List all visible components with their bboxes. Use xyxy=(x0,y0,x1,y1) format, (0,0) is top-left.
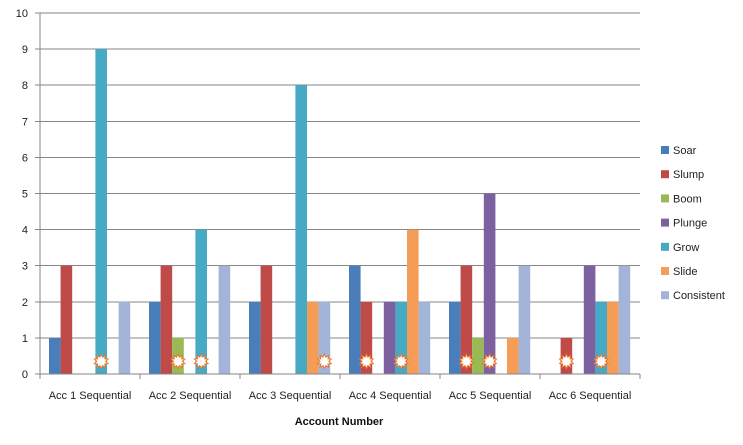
burst-marker xyxy=(393,352,410,370)
bar-consistent-1 xyxy=(118,301,131,374)
bar-grow-2 xyxy=(195,229,207,374)
y-tick-label: 0 xyxy=(22,369,28,381)
burst-marker xyxy=(358,352,375,370)
legend-swatch-slide xyxy=(661,267,669,275)
x-tick-label: Acc 6 Sequential xyxy=(549,390,632,402)
x-tick-label: Acc 5 Sequential xyxy=(449,390,532,402)
bar-soar-1 xyxy=(49,337,61,374)
y-tick-label: 4 xyxy=(22,225,28,237)
x-tick-labels: Acc 1 Sequential Acc 2 Sequential Acc 3 Se… xyxy=(49,390,632,402)
x-tick-label: Acc 1 Sequential xyxy=(49,390,132,402)
bar-consistent-5 xyxy=(518,265,531,374)
burst-marker xyxy=(558,352,575,370)
legend-swatch-boom xyxy=(661,194,669,203)
bar-soar-5 xyxy=(449,301,461,374)
bar-slide-5 xyxy=(507,337,519,374)
bar-consistent-3 xyxy=(318,301,331,374)
y-tick-label: 6 xyxy=(22,152,28,164)
bar-grow-6 xyxy=(595,301,607,374)
legend-label-boom: Boom xyxy=(673,193,702,205)
burst-marker xyxy=(93,352,110,370)
y-tick-label: 5 xyxy=(22,189,28,201)
bar-soar-4 xyxy=(349,265,361,374)
bar-plunge-6 xyxy=(583,265,596,374)
bars xyxy=(49,49,631,374)
legend-label-soar: Soar xyxy=(673,145,697,157)
x-tick-label: Acc 3 Sequential xyxy=(249,390,332,402)
y-tick-label: 7 xyxy=(22,116,28,128)
x-tick-label: Acc 4 Sequential xyxy=(349,390,432,402)
bar-slide-4 xyxy=(407,229,419,374)
burst-marker xyxy=(593,352,610,370)
legend-swatch-consistent xyxy=(661,291,669,300)
y-tick-label: 9 xyxy=(22,44,28,56)
legend-swatch-grow xyxy=(661,242,669,251)
y-tick-label: 3 xyxy=(22,261,28,273)
axes xyxy=(35,12,641,379)
gridlines xyxy=(40,12,640,339)
y-tick-labels: 0 1 2 3 4 5 6 7 8 9 10 xyxy=(16,8,28,381)
bar-grow-3 xyxy=(295,85,307,374)
bar-soar-3 xyxy=(249,301,261,374)
legend-label-consistent: Consistent xyxy=(673,290,725,302)
bar-grow-1 xyxy=(95,49,107,374)
burst-marker xyxy=(169,352,187,370)
legend-label-slump: Slump xyxy=(673,169,704,181)
bar-consistent-6 xyxy=(618,265,631,374)
legend-swatch-slump xyxy=(661,170,669,179)
burst-marker xyxy=(193,352,210,370)
bar-slide-6 xyxy=(607,301,619,374)
y-tick-label: 2 xyxy=(22,297,28,309)
bar-slump-4 xyxy=(360,301,373,374)
bar-plunge-5 xyxy=(483,193,496,374)
bar-slide-3 xyxy=(307,301,319,374)
legend: Soar Slump Boom Plunge Grow Slide Consistent xyxy=(661,145,725,302)
bar-slump-5 xyxy=(460,265,473,374)
bar-consistent-2 xyxy=(218,265,231,374)
legend-swatch-plunge xyxy=(661,218,669,227)
x-axis-title: Account Number xyxy=(295,416,384,428)
x-tick-label: Acc 2 Sequential xyxy=(149,390,232,402)
burst-markers xyxy=(93,352,610,370)
legend-label-grow: Grow xyxy=(673,242,699,254)
bar-consistent-4 xyxy=(418,301,431,374)
burst-marker xyxy=(458,352,475,370)
legend-label-plunge: Plunge xyxy=(673,218,707,230)
legend-swatch-soar xyxy=(661,146,669,154)
burst-marker xyxy=(481,352,498,370)
y-tick-label: 10 xyxy=(16,8,28,20)
legend-label-slide: Slide xyxy=(673,266,697,278)
bar-plunge-4 xyxy=(383,301,396,374)
bar-boom-5 xyxy=(472,337,484,374)
y-tick-label: 8 xyxy=(22,80,28,92)
bar-soar-2 xyxy=(149,301,161,374)
bar-grow-4 xyxy=(395,301,407,374)
bar-slump-3 xyxy=(260,265,273,374)
burst-marker xyxy=(316,352,333,370)
y-tick-label: 1 xyxy=(22,333,28,345)
bar-slump-2 xyxy=(160,265,173,374)
bar-slump-1 xyxy=(60,265,73,374)
